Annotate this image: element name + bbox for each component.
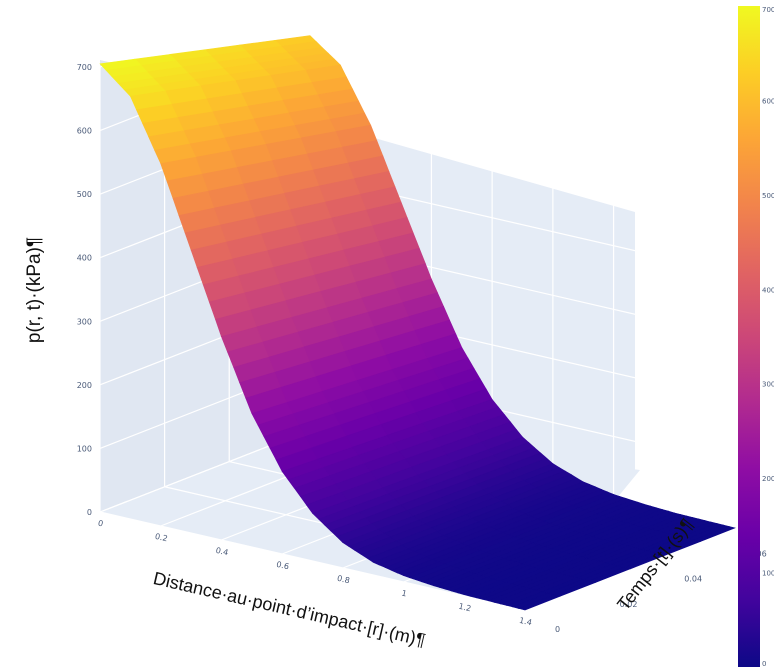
- colorbar-tick-label: 300: [762, 381, 774, 389]
- x-tick-label: 0.8: [336, 574, 350, 586]
- colorbar-tick-label: 0: [762, 660, 766, 668]
- z-tick-label: 300: [77, 317, 92, 326]
- y-tick-label: 0: [555, 625, 560, 634]
- colorbar-tick-label: 400: [762, 286, 774, 294]
- grid-line-z: [372, 0, 736, 84]
- x-tick-label: 1.2: [458, 602, 472, 614]
- y-tick-label: 0.02: [620, 600, 638, 609]
- x-tick-label: 0.4: [215, 546, 229, 558]
- surface-mesh: [99, 35, 736, 611]
- axis-ticks: 0 100 200 300 400 500 600 700 0 0.2 0.4 0.6 0.8 1 1.2 1…: [77, 63, 767, 634]
- z-axis-title: p(r, t)·(kPa)¶: [24, 237, 45, 343]
- z-tick-label: 600: [77, 127, 92, 136]
- x-tick-label: 0.2: [154, 532, 168, 544]
- colorbar-tick-label: 100: [762, 570, 774, 578]
- colorbar-tick-label: 700: [762, 6, 774, 14]
- x-tick-label: 0: [97, 519, 104, 529]
- z-tick-label: 400: [77, 254, 92, 263]
- colorbar-tick-label: 500: [762, 192, 774, 200]
- colorbar: [738, 6, 760, 667]
- z-tick-label: 100: [77, 444, 92, 453]
- grid-line-z: [309, 111, 736, 211]
- z-tick-label: 700: [77, 63, 92, 72]
- x-tick-label: 0.6: [275, 560, 289, 572]
- grid-line-t: [99, 511, 526, 611]
- x-tick-label: 1: [401, 589, 408, 599]
- surface-patch: [517, 594, 561, 611]
- x-axis-title: Distance·au·point·d’impact·[r]·(m)¶: [151, 568, 427, 650]
- grid-line-z: [309, 47, 736, 148]
- z-tick-label: 0: [87, 508, 92, 517]
- z-tick-label: 200: [77, 381, 92, 390]
- colorbar-tick-label: 600: [762, 97, 774, 105]
- x-tick-label: 1.4: [518, 616, 532, 628]
- y-tick-label: 0.04: [684, 575, 702, 584]
- z-tick-label: 500: [77, 190, 92, 199]
- colorbar-tick-label: 200: [762, 475, 774, 483]
- colorbar-ticks: 0 100 200 300 400 500 600 700: [762, 6, 774, 668]
- grid-line-z: [99, 0, 274, 68]
